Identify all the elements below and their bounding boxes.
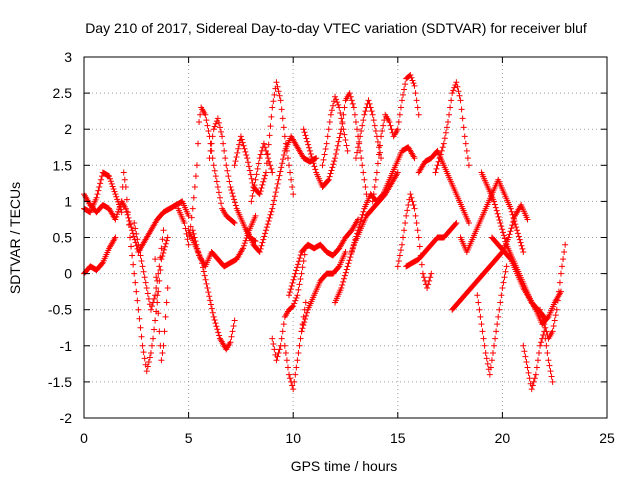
data-points-s6 xyxy=(152,256,171,364)
data-points-s9 xyxy=(189,212,259,270)
y-tick-label: 2.5 xyxy=(53,85,73,101)
data-series xyxy=(175,104,238,248)
data-series xyxy=(81,234,119,277)
axis-ticks: 0 5 10 15 20 25 -2 -1.5 -1 -0.5 0 0.5 1 1.5 2 2.5 3 xyxy=(48,49,615,446)
data-points-s30 xyxy=(474,263,510,378)
y-axis-title: SDTVAR / TECUs xyxy=(7,182,23,294)
x-tick-label: 15 xyxy=(390,430,406,446)
data-series xyxy=(332,169,401,306)
data-points xyxy=(81,72,569,393)
data-points-s13 xyxy=(248,140,276,205)
data-points-s29 xyxy=(457,176,527,255)
data-points-s21 xyxy=(348,144,418,255)
data-series xyxy=(286,216,362,299)
x-tick-label: 0 xyxy=(80,430,88,446)
data-series xyxy=(474,263,510,378)
data-series xyxy=(415,147,472,227)
y-tick-label: -1.5 xyxy=(48,374,72,390)
data-series xyxy=(537,241,569,342)
y-tick-label: 1.5 xyxy=(53,157,73,173)
data-points-s19 xyxy=(319,93,351,169)
data-points-s32 xyxy=(488,234,564,328)
data-points-s34 xyxy=(537,241,569,342)
data-points-s17 xyxy=(298,248,349,335)
data-series xyxy=(348,144,418,255)
x-tick-label: 5 xyxy=(185,430,193,446)
y-tick-label: 0.5 xyxy=(53,230,73,246)
y-tick-label: 2 xyxy=(64,121,72,137)
data-points-s25 xyxy=(403,220,460,270)
y-tick-label: -0.5 xyxy=(48,302,72,318)
y-tick-label: 1 xyxy=(64,193,72,209)
data-series xyxy=(457,176,527,255)
data-points-s27 xyxy=(432,79,472,176)
data-points-s26 xyxy=(415,147,472,227)
data-series xyxy=(449,202,531,313)
data-points-s16 xyxy=(286,216,362,299)
data-series xyxy=(118,169,171,375)
data-points-s4 xyxy=(118,169,171,375)
data-series xyxy=(298,248,349,335)
data-series xyxy=(152,256,171,364)
data-points-s8 xyxy=(185,227,238,353)
x-tick-label: 10 xyxy=(285,430,301,446)
x-tick-label: 25 xyxy=(599,430,615,446)
chart-title: Day 210 of 2017, Sidereal Day-to-day VTE… xyxy=(85,20,587,36)
data-series xyxy=(319,93,351,169)
data-series xyxy=(488,234,564,328)
data-points-s28 xyxy=(449,202,531,313)
data-series xyxy=(369,72,422,205)
data-series xyxy=(432,79,472,176)
data-points-s31 xyxy=(478,169,548,320)
data-series xyxy=(131,220,167,313)
data-points-s23 xyxy=(369,72,422,205)
data-series xyxy=(478,169,548,320)
data-points-s33 xyxy=(520,328,556,393)
data-series xyxy=(269,245,309,364)
data-points-s11 xyxy=(231,79,297,198)
x-tick-label: 20 xyxy=(495,430,511,446)
data-points-s12 xyxy=(244,133,320,255)
data-points-s5 xyxy=(131,220,167,313)
data-series xyxy=(520,328,556,393)
data-series xyxy=(244,133,320,255)
data-series xyxy=(248,140,276,205)
data-points-s3 xyxy=(81,234,119,277)
data-points-s14 xyxy=(269,245,309,364)
data-series xyxy=(352,97,385,162)
y-tick-label: 0 xyxy=(64,266,72,282)
data-points-s22 xyxy=(352,97,385,162)
data-points-s20 xyxy=(332,169,401,306)
y-tick-label: 3 xyxy=(64,49,72,65)
data-points-s7 xyxy=(175,104,238,248)
data-points-s24 xyxy=(394,191,435,292)
x-axis-title: GPS time / hours xyxy=(291,458,398,474)
data-series xyxy=(403,220,460,270)
data-series xyxy=(231,79,297,198)
data-series xyxy=(185,227,238,353)
data-series xyxy=(189,212,259,270)
y-tick-label: -2 xyxy=(60,410,73,426)
data-series xyxy=(394,191,435,292)
grid xyxy=(84,57,607,418)
y-tick-label: -1 xyxy=(60,338,73,354)
